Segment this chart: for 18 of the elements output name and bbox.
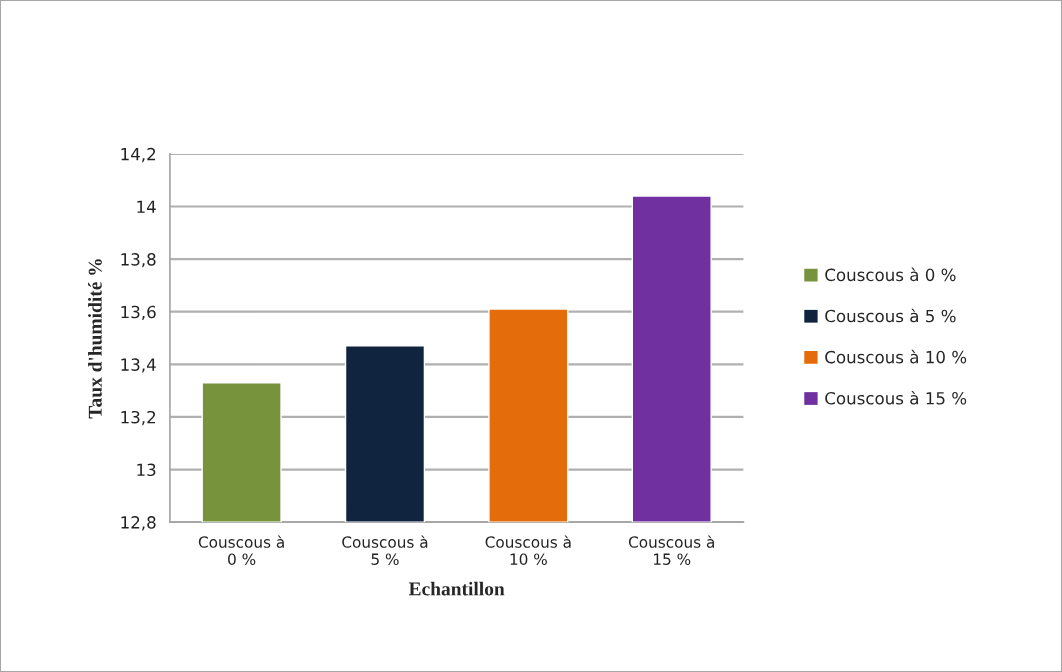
y-tick-label: 13,4 (121, 358, 156, 373)
x-axis-title: Echantillon (408, 581, 505, 596)
x-tick-label: Couscous à 0 % (198, 535, 284, 565)
legend-label: Couscous à 15 % (825, 390, 967, 405)
y-tick-label: 13 (137, 463, 156, 477)
y-axis-title: Taux d'humidité % (88, 259, 102, 419)
y-tick-label: 14,2 (121, 147, 156, 163)
y-tick-label: 14 (137, 200, 156, 213)
y-tick-label: 13,6 (121, 305, 156, 320)
y-tick-label: 13,8 (121, 253, 156, 268)
x-tick-label: Couscous à 5 % (342, 535, 428, 565)
legend-label: Couscous à 5 % (825, 308, 956, 323)
y-tick-label: 12,8 (121, 516, 156, 531)
y-tick-label: 13,2 (121, 410, 156, 426)
x-tick-label: Couscous à 15 % (628, 535, 714, 565)
legend-label: Couscous à 10 % (825, 349, 967, 364)
legend-label: Couscous à 0 % (825, 267, 956, 282)
x-tick-label: Couscous à 10 % (485, 535, 571, 565)
